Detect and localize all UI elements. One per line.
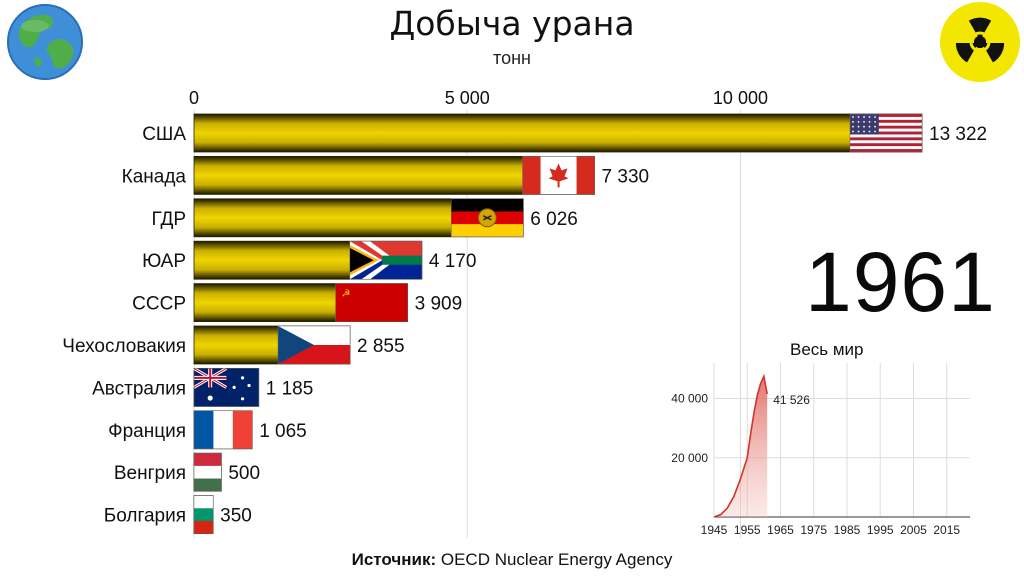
inset-y-tick-label: 40 000 [671,392,708,406]
inset-x-tick-label: 2005 [900,523,927,537]
globe-icon [7,4,83,80]
hu-flag-icon [193,452,222,492]
category-label: Венгрия [114,463,186,484]
value-label: 3 909 [415,294,463,315]
year-label: 1961 [805,235,996,329]
x-tick-label: 10 000 [713,88,768,108]
category-label: СССР [132,294,186,315]
bar [193,155,595,195]
source-text: OECD Nuclear Energy Agency [440,550,673,569]
category-label: Чехословакия [62,336,186,357]
source-label: Источник: [351,550,437,569]
chart-title: Добыча урана [389,4,635,43]
inset-x-tick-label: 1965 [767,523,794,537]
bar [193,198,524,238]
bar [193,240,423,280]
value-label: 7 330 [602,166,650,187]
category-label: США [142,124,186,145]
value-label: 2 855 [357,336,405,357]
inset-title: Весь мир [790,340,864,359]
au-flag-icon [193,367,260,407]
inset-x-tick-label: 1985 [834,523,861,537]
ca-flag-icon [522,156,595,195]
fr-flag-icon [193,410,253,450]
chart-subtitle: тонн [493,48,531,68]
category-label: Франция [108,421,186,442]
cz-flag-icon [277,325,351,365]
ussr-flag-icon: ☭ [335,283,408,322]
x-tick-label: 5 000 [445,88,490,108]
category-label: Австралия [92,378,186,399]
inset-x-tick-label: 1945 [701,523,728,537]
bar [193,113,923,153]
value-label: 500 [228,463,260,484]
inset-annotation: 41 526 [773,393,810,407]
value-label: 1 065 [259,421,307,442]
value-label: 1 185 [266,378,314,399]
category-label: Болгария [104,506,186,527]
x-tick-label: 0 [189,88,199,108]
bg-flag-icon [193,495,214,534]
source-note: Источник: OECD Nuclear Energy Agency [0,550,1024,570]
us-flag-icon [849,113,923,153]
value-label: 6 026 [530,209,578,230]
value-label: 350 [220,506,252,527]
inset-x-tick-label: 1975 [800,523,827,537]
inset-x-tick-label: 1955 [734,523,761,537]
bar [193,283,409,323]
svg-text:☭: ☭ [342,289,351,300]
category-label: ГДР [151,209,186,230]
bar [193,367,260,407]
inset-x-tick-label: 2015 [933,523,960,537]
category-label: Канада [122,166,187,187]
inset-line [713,373,768,518]
bar [193,452,222,492]
za-flag-icon [349,240,423,280]
inset-y-tick-label: 20 000 [671,451,708,465]
category-label: ЮАР [142,251,186,272]
bar [193,325,351,365]
gdr-flag-icon [451,198,524,238]
radiation-icon [938,0,1022,84]
value-label: 4 170 [429,251,477,272]
value-label: 13 322 [929,124,987,145]
inset-x-tick-label: 1995 [867,523,894,537]
inset-area [714,376,768,517]
bar [193,410,253,450]
bar [193,495,214,535]
